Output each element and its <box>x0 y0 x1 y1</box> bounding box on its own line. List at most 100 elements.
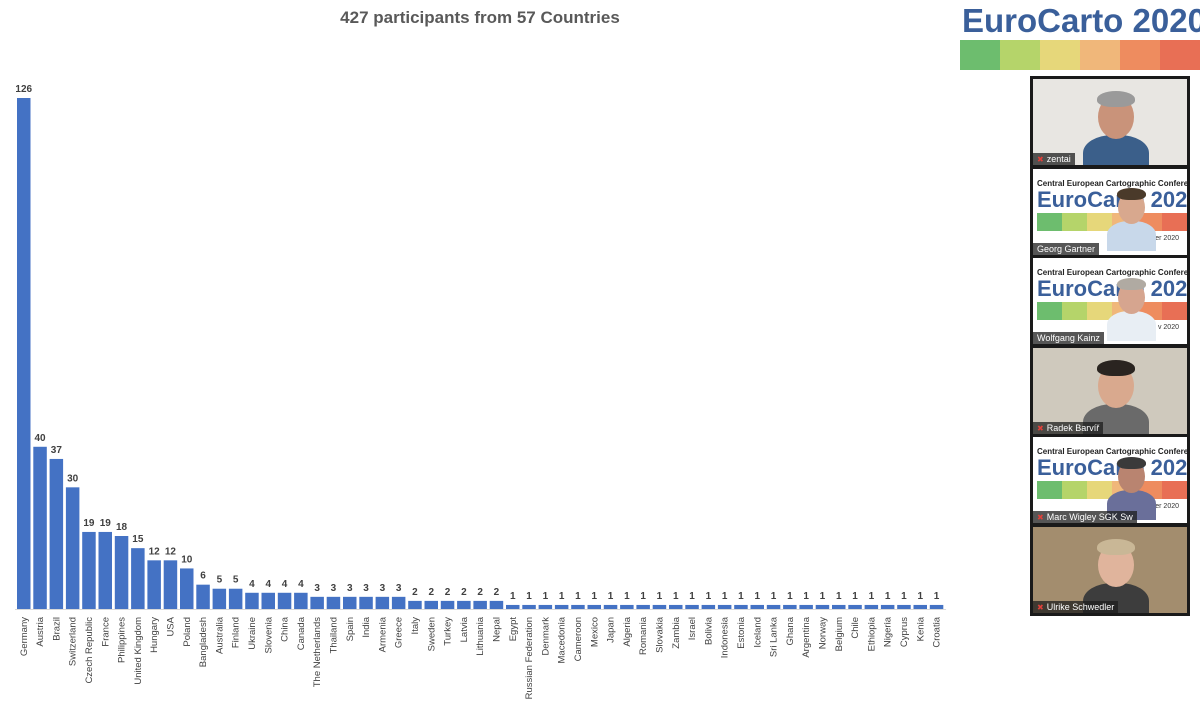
category-label: Germany <box>19 617 30 656</box>
logo-text: EuroCarto 2020 <box>962 2 1200 39</box>
category-label: Croatia <box>932 616 943 647</box>
shared-slide-date: v 2020 <box>1157 324 1179 331</box>
participant-name-label: Georg Gartner <box>1033 242 1100 255</box>
category-label: Denmark <box>540 617 551 656</box>
category-label: Thailand <box>328 617 339 653</box>
category-label: Estonia <box>736 616 747 648</box>
category-label: Canada <box>296 616 307 650</box>
participant-video-tile[interactable]: ✖ Ulrike Schwedler <box>1033 526 1187 613</box>
participant-video-tile[interactable]: Central European Cartographic Conference… <box>1033 437 1187 523</box>
participant-video-tile[interactable]: ✖ Radek Barvíř <box>1033 347 1187 434</box>
bar-value-label: 2 <box>412 587 418 598</box>
bar-value-label: 30 <box>67 473 79 484</box>
bar-india <box>359 596 373 609</box>
bar-italy <box>408 600 422 609</box>
bar-brazil <box>49 458 64 609</box>
muted-mic-icon: ✖ <box>1037 602 1044 612</box>
category-label: Latvia <box>459 616 470 642</box>
shared-slide-heading: Central European Cartographic Conference <box>1037 178 1187 188</box>
category-label: USA <box>165 616 176 636</box>
participant-video-tile[interactable]: ✖ zentai <box>1033 79 1187 165</box>
bar-value-label: 18 <box>116 522 128 533</box>
bar-bangladesh <box>196 584 210 609</box>
participant-name: zentai <box>1046 154 1071 164</box>
bar-estonia <box>734 604 748 609</box>
category-label: Sweden <box>426 617 437 651</box>
participant-name: Ulrike Schwedler <box>1046 601 1115 612</box>
bar-value-label: 2 <box>477 587 483 598</box>
category-label: Bolivia <box>703 616 714 645</box>
bar-value-label: 2 <box>494 587 500 598</box>
bar-value-label: 1 <box>722 591 728 602</box>
muted-mic-icon: ✖ <box>1037 155 1044 164</box>
category-label: The Netherlands <box>312 617 323 687</box>
category-label: Austria <box>35 616 46 646</box>
bar-value-label: 3 <box>347 583 353 594</box>
bar-nigeria <box>880 604 895 609</box>
bar-value-label: 1 <box>689 591 695 602</box>
logo-color-stripe <box>960 40 1200 70</box>
participant-video-tile[interactable]: Central European Cartographic Conference… <box>1033 258 1187 344</box>
category-label: Philippines <box>117 617 128 663</box>
bar-value-label: 15 <box>132 534 144 545</box>
logo-stripe-segment <box>1080 40 1120 70</box>
category-label: Lithuania <box>475 616 486 655</box>
bar-mexico <box>587 604 601 609</box>
category-label: Norway <box>817 617 828 649</box>
bar-finland <box>228 588 243 609</box>
participant-name-label: ✖ Marc Wigley SGK Sw <box>1033 511 1137 523</box>
bar-egypt <box>506 604 520 609</box>
category-label: Slovenia <box>263 616 274 653</box>
bar-france <box>98 531 112 609</box>
bar-value-label: 2 <box>445 587 451 598</box>
participant-figure <box>1081 89 1151 165</box>
category-label: Spain <box>345 617 356 641</box>
bar-switzerland <box>65 487 80 609</box>
participant-figure <box>1105 455 1158 520</box>
bar-spain <box>343 596 357 609</box>
bar-algeria <box>620 604 634 609</box>
category-label: Nepal <box>491 617 502 642</box>
bar-value-label: 4 <box>282 579 288 590</box>
bar-philippines <box>114 536 129 609</box>
bar-value-label: 10 <box>181 554 193 565</box>
category-label: Poland <box>182 617 193 647</box>
bar-chile <box>848 604 862 609</box>
video-participant-panel: ✖ zentai Central European Cartographic Con… <box>1030 76 1190 616</box>
bar-israel <box>685 604 699 609</box>
bar-value-label: 1 <box>657 591 663 602</box>
bar-norway <box>815 604 830 609</box>
bar-value-label: 4 <box>249 579 255 590</box>
category-label: Cyprus <box>899 617 910 647</box>
participant-name-label: ✖ Radek Barvíř <box>1033 421 1104 434</box>
bar-value-label: 3 <box>380 583 386 594</box>
bar-thailand <box>326 596 341 609</box>
bar-value-label: 1 <box>738 591 744 602</box>
bar-value-label: 5 <box>233 575 239 586</box>
participant-video-tile[interactable]: Central European Cartographic Conference… <box>1033 168 1187 255</box>
logo-stripe-segment <box>1040 40 1080 70</box>
shared-slide-heading: Central European Cartographic Conference <box>1037 268 1187 277</box>
bar-value-label: 1 <box>934 591 940 602</box>
bar-value-label: 1 <box>820 591 826 602</box>
bar-value-label: 1 <box>771 591 777 602</box>
bar-nepal <box>489 600 504 609</box>
bar-value-label: 1 <box>559 591 565 602</box>
category-label: United Kingdom <box>133 617 144 685</box>
participant-name: Radek Barvíř <box>1046 422 1100 433</box>
category-label: Sri Lanka <box>769 616 780 657</box>
eurocarto-logo: EuroCarto 2020 <box>958 0 1200 72</box>
bar-value-label: 126 <box>15 84 32 95</box>
bar-value-label: 19 <box>83 518 95 529</box>
shared-slide-date: mber 2020 <box>1145 503 1179 510</box>
bar-cameroon <box>571 604 585 609</box>
category-label: Ukraine <box>247 617 258 650</box>
bar-japan <box>603 604 618 609</box>
bar-value-label: 5 <box>217 575 223 586</box>
bar-value-label: 1 <box>510 591 516 602</box>
bar-hungary <box>147 560 161 609</box>
category-label: Brazil <box>51 617 62 641</box>
category-label: Argentina <box>801 616 812 657</box>
bar-value-label: 2 <box>461 587 467 598</box>
category-label: China <box>280 616 291 642</box>
